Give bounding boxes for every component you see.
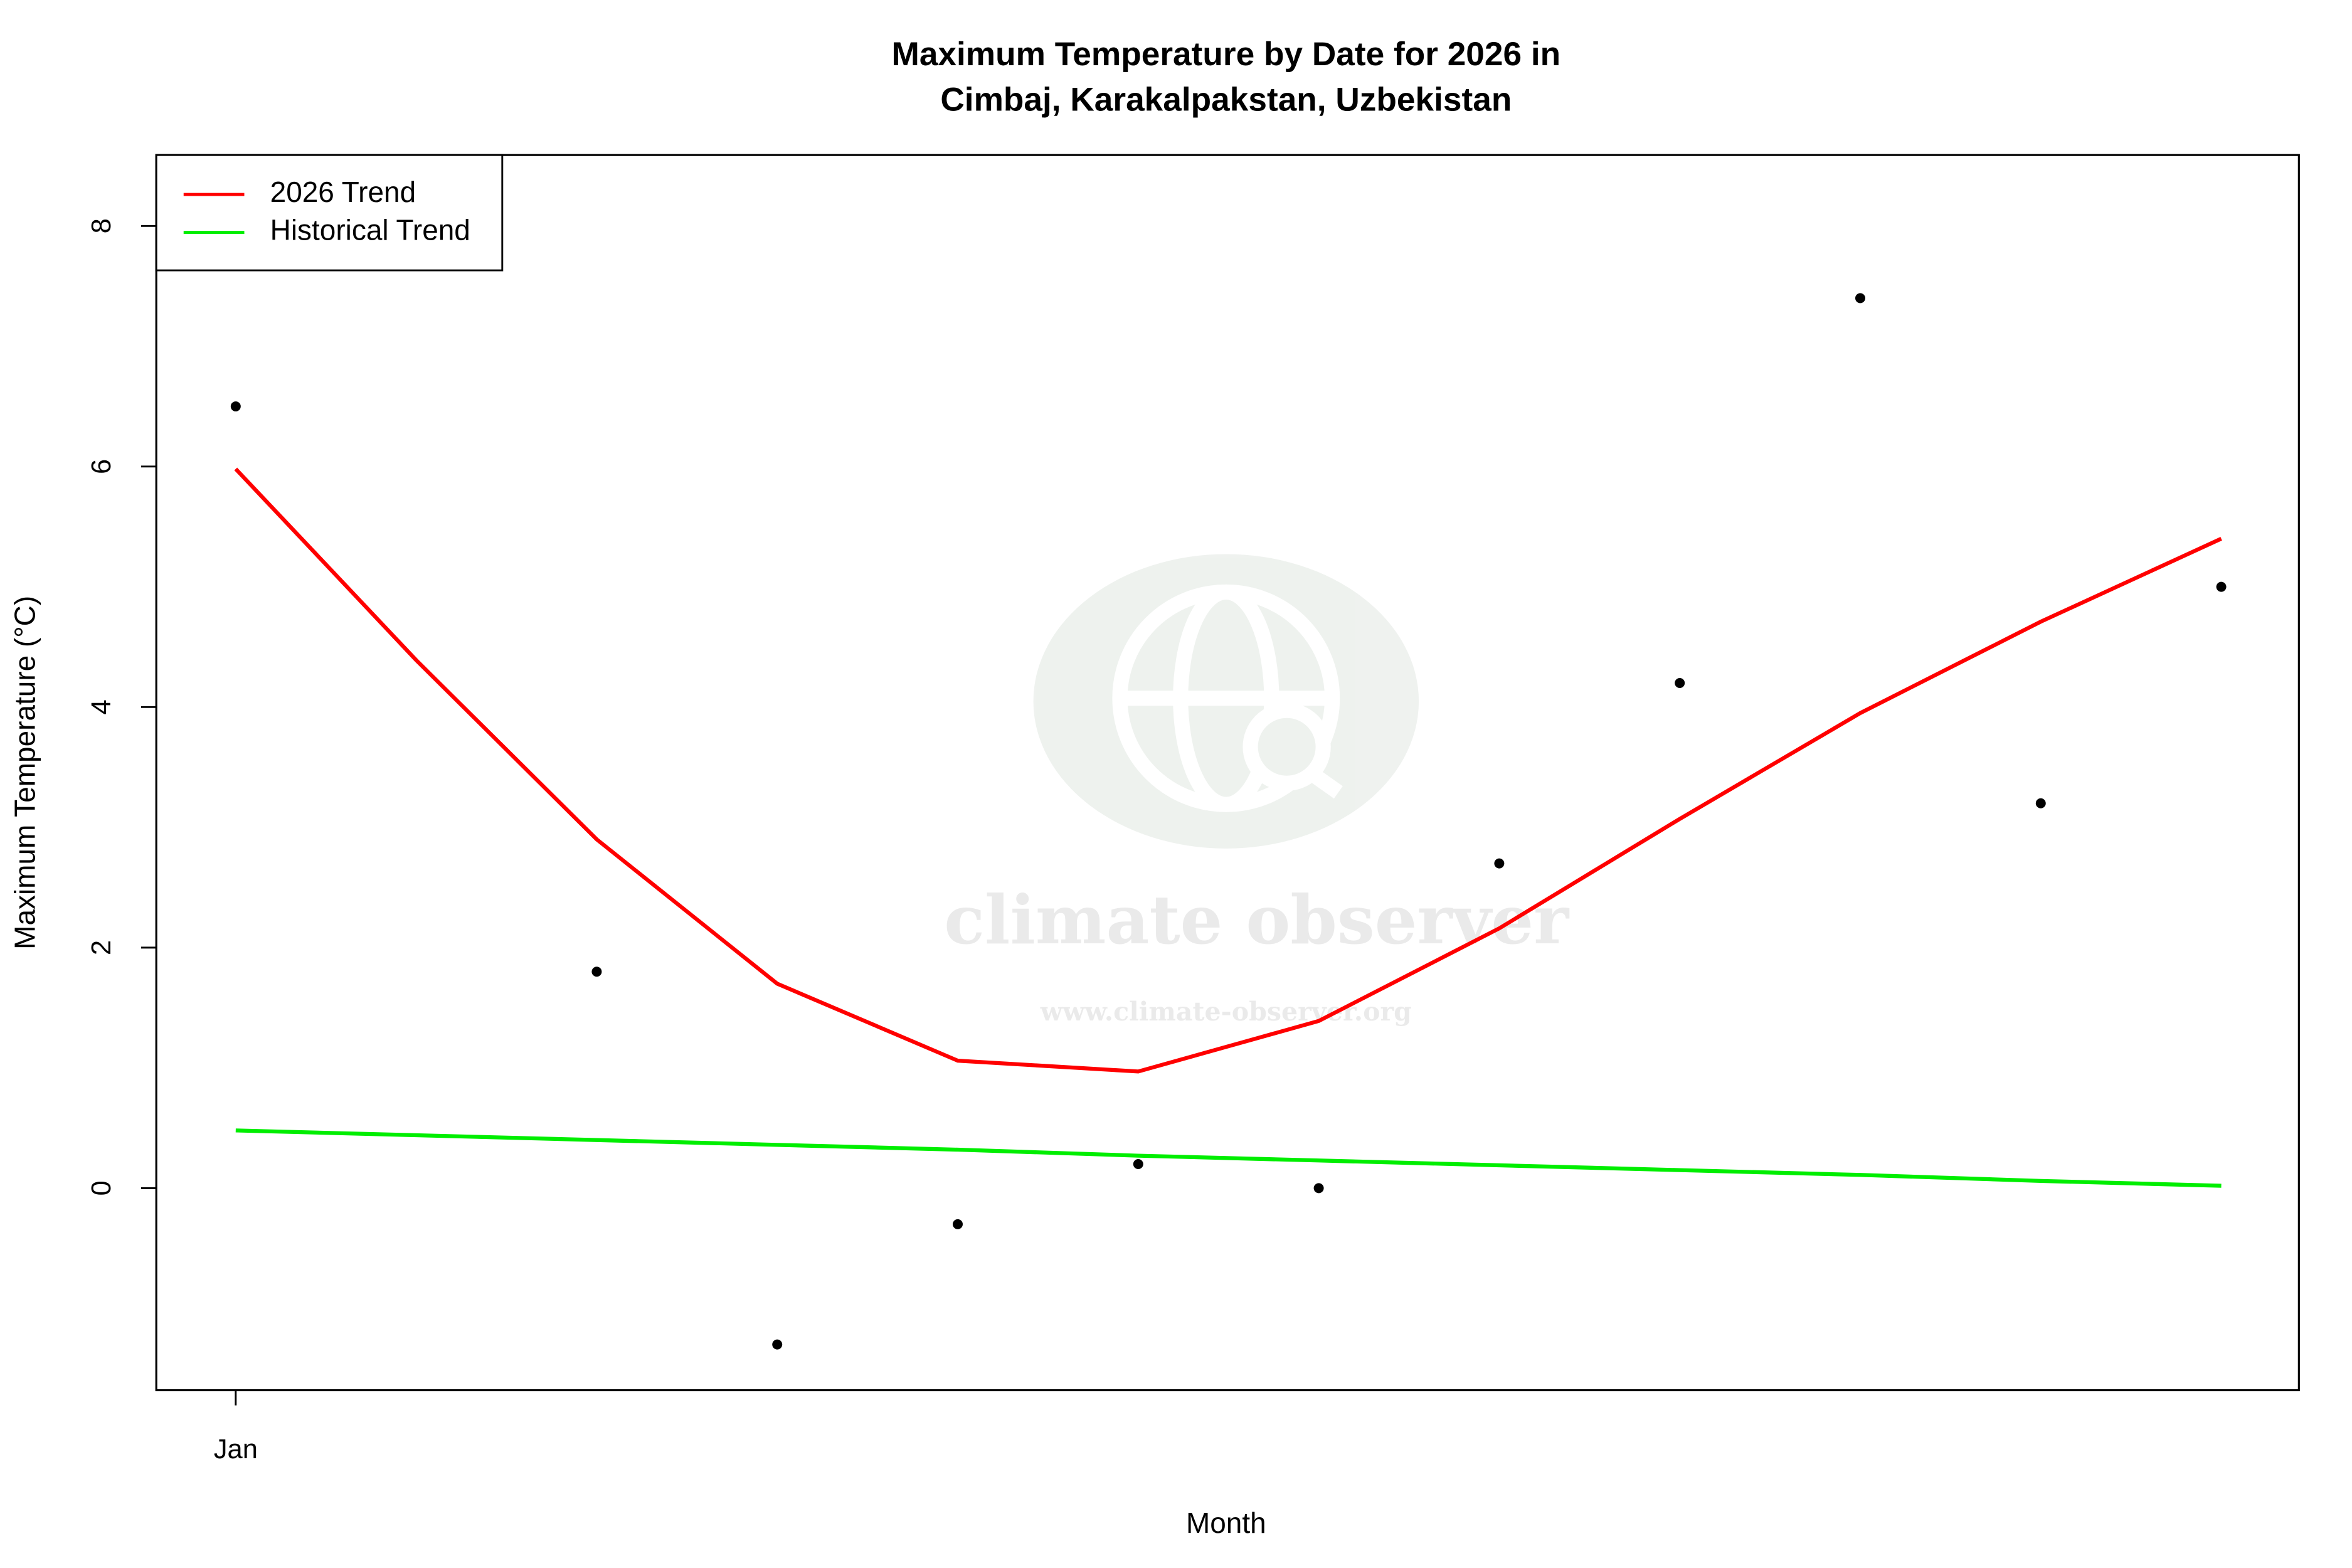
data-point [2216,581,2227,592]
y-tick-label: 4 [87,699,117,714]
legend-label: Historical Trend [270,214,470,246]
data-point [591,967,602,977]
x-axis-label: Month [1186,1507,1266,1539]
legend-label: 2026 Trend [270,176,416,208]
data-point [1133,1159,1143,1170]
trend-line [235,1128,2222,1188]
trend-line [234,467,2222,1074]
y-axis-label: Maximum Temperature (°C) [9,596,41,950]
data-point [1855,293,1865,304]
x-tick-label: Jan [214,1434,258,1465]
data-point [1313,1183,1324,1194]
plot-frame [155,154,2300,1392]
watermark-url: www.climate-observer.org [1040,996,1412,1027]
watermark-name: climate observer [944,881,1570,960]
chart-subtitle: Cimbaj, Karakalpakstan, Uzbekistan [940,82,1512,119]
data-point [772,1339,783,1350]
data-point [2035,798,2046,808]
data-point [1675,678,1685,688]
legend-box [155,154,504,272]
y-tick-label: 0 [87,1180,117,1195]
y-tick-label: 2 [87,940,117,955]
chart-title: Maximum Temperature by Date for 2026 in [891,36,1560,73]
watermark-icon [1112,584,1343,812]
data-point [953,1219,963,1229]
watermark: climate observer www.climate-observer.or… [944,554,1570,1027]
data-point [230,401,241,411]
data-point [1494,858,1505,869]
y-tick-label: 6 [87,459,117,474]
y-tick-label: 8 [87,218,117,233]
